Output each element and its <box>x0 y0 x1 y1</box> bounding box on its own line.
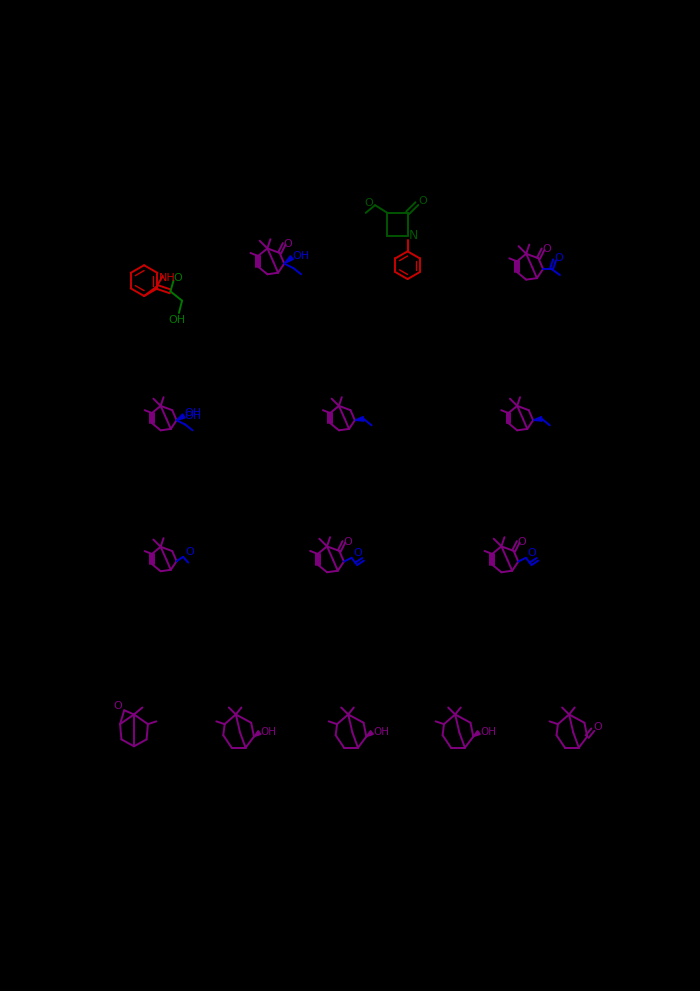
Text: O: O <box>419 196 428 206</box>
Text: OH: OH <box>373 727 389 737</box>
Polygon shape <box>473 730 480 736</box>
Text: NH: NH <box>159 273 176 282</box>
Polygon shape <box>533 416 542 421</box>
Polygon shape <box>284 256 293 264</box>
Text: O: O <box>185 547 194 557</box>
Polygon shape <box>355 416 364 421</box>
Text: O: O <box>344 537 352 547</box>
Text: N: N <box>409 230 419 243</box>
Text: OH: OH <box>169 315 186 325</box>
Text: OH: OH <box>261 727 277 737</box>
Text: OH: OH <box>293 251 310 261</box>
Text: O: O <box>365 198 373 208</box>
Text: O: O <box>284 239 293 249</box>
Text: O: O <box>354 548 362 558</box>
Text: O: O <box>542 244 552 254</box>
Text: O: O <box>554 253 563 263</box>
Polygon shape <box>254 730 261 736</box>
Text: O: O <box>528 548 536 558</box>
Text: O: O <box>518 537 526 547</box>
Text: OH: OH <box>185 411 202 421</box>
Text: O: O <box>173 273 182 282</box>
Text: O: O <box>113 702 122 712</box>
Polygon shape <box>176 414 185 420</box>
Text: OH: OH <box>185 408 202 418</box>
Text: OH: OH <box>480 727 496 737</box>
Polygon shape <box>366 730 373 736</box>
Text: O: O <box>593 722 602 732</box>
